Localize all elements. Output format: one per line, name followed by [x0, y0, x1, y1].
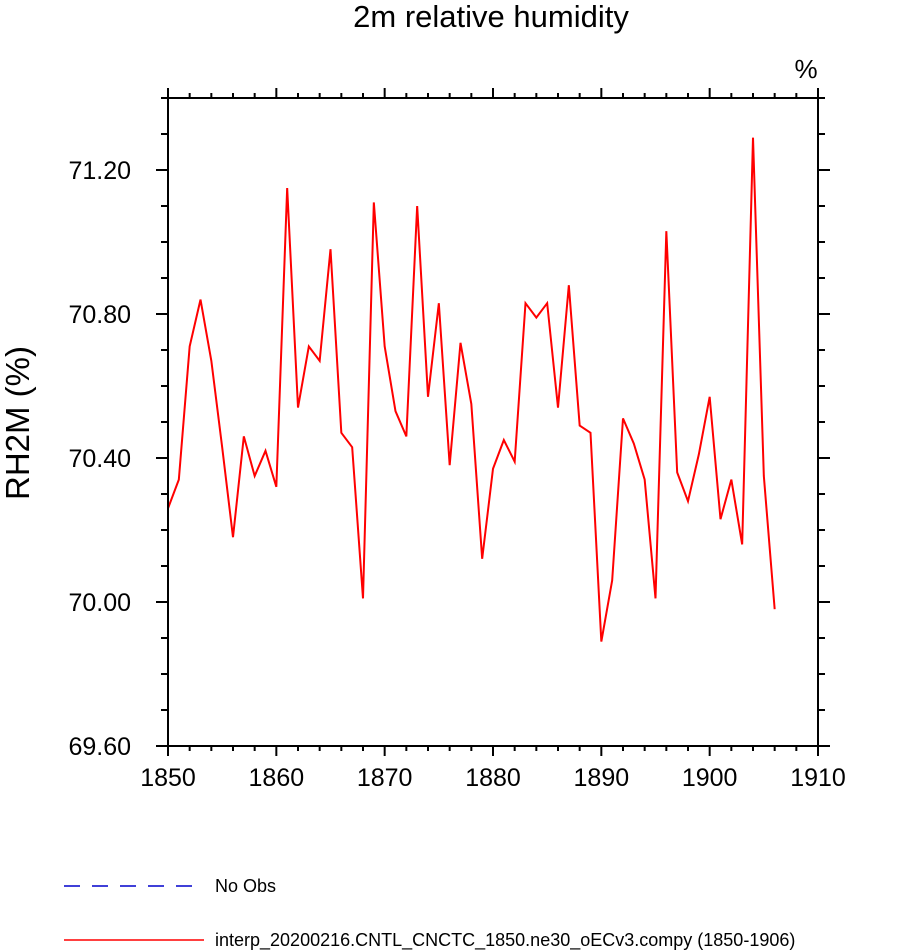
x-tick-label: 1900	[682, 764, 738, 792]
axis-tick-labels: 1850 1860 1870 1880 1890 1900 1910 69.60 70.00 70…	[68, 157, 845, 792]
x-tick-label: 1850	[140, 764, 196, 792]
y-tick-label: 70.40	[68, 445, 131, 473]
plot-frame	[167, 97, 819, 747]
y-axis-label: RH2M (%)	[0, 346, 36, 500]
axis-ticks	[156, 88, 830, 756]
x-tick-label: 1860	[249, 764, 305, 792]
y-tick-label: 71.20	[68, 157, 131, 185]
legend: No Obs interp_20200216.CNTL_CNCTC_1850.ne…	[64, 876, 795, 951]
legend-label: interp_20200216.CNTL_CNCTC_1850.ne30_oEC…	[215, 930, 795, 951]
x-tick-label: 1910	[790, 764, 846, 792]
x-tick-label: 1870	[357, 764, 413, 792]
y-tick-label: 69.60	[68, 733, 131, 761]
x-tick-label: 1880	[465, 764, 521, 792]
legend-label: No Obs	[215, 876, 276, 896]
series-line	[167, 137, 776, 642]
series-layer	[167, 137, 776, 642]
x-tick-label: 1890	[574, 764, 630, 792]
units-label: %	[794, 54, 817, 84]
y-tick-label: 70.80	[68, 301, 131, 329]
y-tick-label: 70.00	[68, 589, 131, 617]
chart-title: 2m relative humidity	[353, 0, 629, 34]
